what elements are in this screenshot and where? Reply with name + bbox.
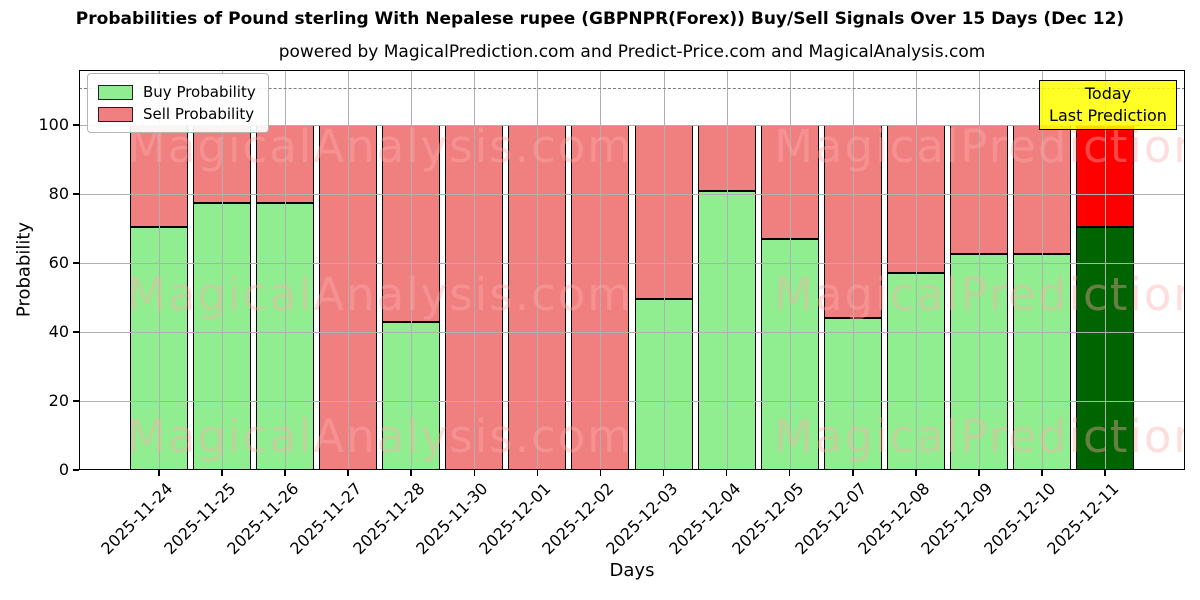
x-tickmark	[851, 470, 854, 476]
y-tickmark	[73, 331, 79, 333]
x-tickmark	[599, 470, 602, 476]
x-gridline	[726, 70, 728, 470]
legend: Buy Probability Sell Probability	[87, 73, 269, 133]
x-tickmark	[536, 470, 539, 476]
today-annotation: Today Last Prediction	[1039, 80, 1177, 130]
x-gridline	[222, 70, 224, 470]
y-tick-label: 0	[58, 460, 69, 479]
x-tickmark	[662, 470, 665, 476]
legend-entry-sell: Sell Probability	[98, 103, 256, 125]
y-gridline	[79, 263, 1185, 265]
y-gridline	[79, 125, 1185, 127]
x-gridline	[159, 70, 160, 470]
x-tickmark	[978, 470, 980, 476]
y-gridline	[79, 401, 1185, 403]
chart-title: Probabilities of Pound sterling With Nep…	[75, 9, 1125, 29]
y-tickmark	[73, 262, 79, 264]
x-gridline	[852, 70, 854, 470]
x-tickmark	[1104, 470, 1106, 476]
y-tickmark	[73, 469, 79, 471]
legend-sell-label: Sell Probability	[143, 105, 255, 123]
x-gridline	[978, 70, 980, 470]
x-gridline	[1041, 70, 1043, 470]
x-gridline	[1105, 70, 1106, 470]
legend-entry-buy: Buy Probability	[98, 81, 256, 103]
x-tickmark	[410, 470, 413, 476]
plot-area: Buy Probability Sell Probability Today L…	[79, 70, 1185, 470]
x-gridline	[663, 70, 665, 470]
x-gridline	[600, 70, 602, 470]
y-tickmark	[73, 400, 79, 402]
x-gridline	[915, 70, 917, 470]
x-tickmark	[221, 470, 223, 476]
today-annotation-line2: Last Prediction	[1049, 106, 1167, 125]
x-tickmark	[725, 470, 728, 476]
y-tick-label: 80	[48, 184, 69, 204]
x-tickmark	[284, 470, 286, 476]
legend-buy-label: Buy Probability	[143, 83, 256, 101]
x-gridline	[537, 70, 539, 470]
x-tickmark	[347, 470, 349, 476]
y-tick-label: 40	[48, 322, 69, 342]
y-gridline	[79, 194, 1185, 196]
dashed-reference-line	[79, 88, 1185, 90]
buy-swatch-icon	[98, 84, 133, 100]
x-axis-label: Days	[609, 560, 655, 581]
x-gridline	[411, 70, 413, 470]
x-tickmark	[915, 470, 917, 476]
y-tick-label: 20	[48, 391, 69, 411]
y-tick-label: 100	[38, 115, 69, 135]
sell-swatch-icon	[98, 106, 133, 122]
y-tickmark	[73, 193, 79, 195]
chart-subtitle: powered by MagicalPrediction.com and Pre…	[278, 42, 986, 62]
y-gridline	[79, 332, 1185, 334]
x-tickmark	[473, 470, 476, 476]
x-tickmark	[158, 470, 160, 476]
today-annotation-line1: Today	[1084, 84, 1132, 103]
x-tickmark	[1041, 470, 1043, 476]
y-tick-label: 60	[48, 253, 69, 273]
x-gridline	[285, 70, 287, 470]
x-gridline	[474, 70, 476, 470]
y-tickmark	[73, 124, 79, 126]
x-gridline	[348, 70, 350, 470]
x-gridline	[789, 70, 791, 470]
x-tickmark	[788, 470, 791, 476]
